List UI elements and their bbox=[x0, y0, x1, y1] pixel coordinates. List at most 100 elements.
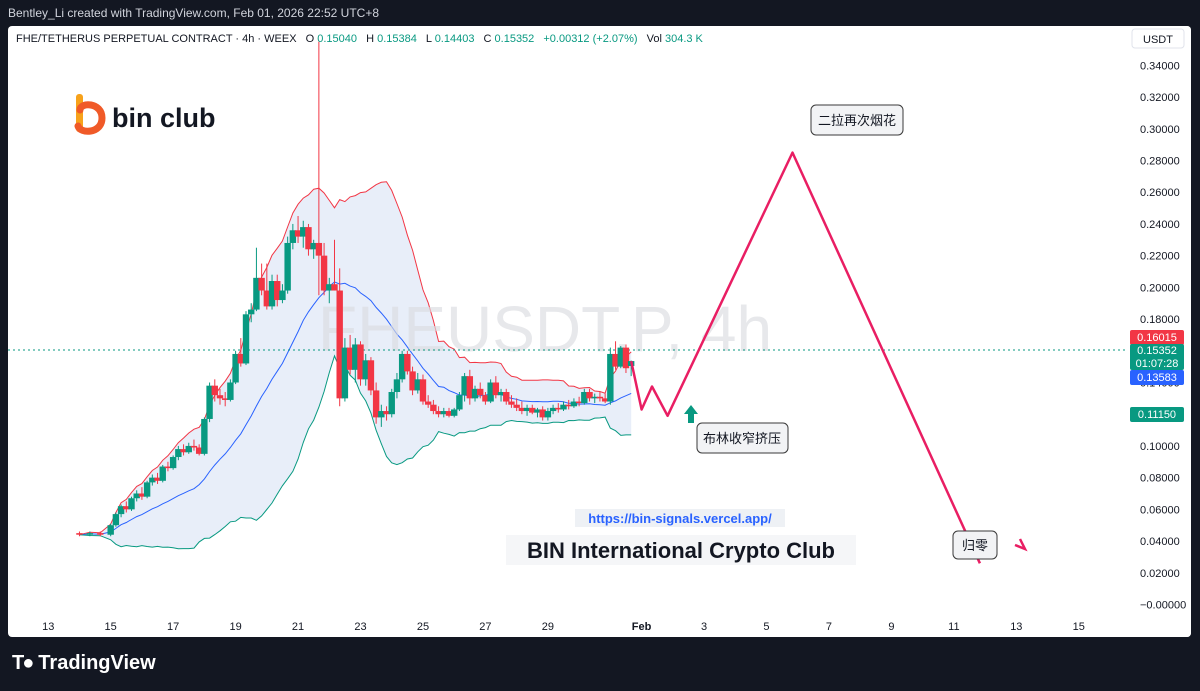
candle bbox=[383, 406, 390, 421]
footer-url[interactable]: https://bin-signals.vercel.app/ bbox=[575, 509, 785, 527]
price-axis[interactable]: 0.34000 0.32000 0.30000 0.28000 0.26000 0.240… bbox=[1140, 60, 1186, 611]
bin-club-logo-icon bbox=[74, 94, 106, 135]
candle-body bbox=[211, 385, 218, 396]
candle bbox=[216, 388, 224, 405]
candle bbox=[440, 407, 447, 418]
candle bbox=[190, 439, 198, 451]
candle bbox=[513, 398, 520, 412]
candle bbox=[565, 399, 572, 410]
badge-upper-band-text: 0.16015 bbox=[1137, 332, 1177, 344]
candle bbox=[242, 311, 250, 366]
y-tick-label: 0.04000 bbox=[1140, 536, 1180, 548]
candle-body bbox=[430, 404, 437, 412]
bin-club-logo: bin club bbox=[74, 94, 216, 135]
candle bbox=[612, 341, 619, 370]
candle bbox=[294, 216, 302, 243]
candle-body bbox=[305, 227, 312, 250]
candle bbox=[388, 388, 395, 418]
candle bbox=[211, 379, 218, 402]
candle bbox=[310, 239, 317, 259]
candle-body bbox=[164, 466, 172, 469]
candle bbox=[164, 461, 172, 472]
candle bbox=[206, 382, 213, 423]
candle-body bbox=[570, 401, 578, 407]
candle-body bbox=[76, 533, 83, 535]
candle-body bbox=[336, 290, 343, 399]
currency-label[interactable]: USDT bbox=[1143, 34, 1173, 46]
symbol-watermark: FHEUSDT.P, 4h bbox=[318, 293, 772, 365]
candle-body bbox=[477, 388, 484, 396]
candle bbox=[471, 385, 479, 402]
candle bbox=[169, 455, 177, 470]
candle-body bbox=[518, 407, 526, 412]
candle-body bbox=[555, 407, 562, 410]
candle-body bbox=[596, 396, 604, 399]
candle-body bbox=[586, 392, 593, 399]
candle-body bbox=[617, 347, 624, 367]
candle-body bbox=[320, 255, 328, 291]
candle-body bbox=[149, 477, 156, 483]
candle bbox=[227, 379, 234, 402]
projection-arrowhead bbox=[1014, 538, 1028, 552]
candle bbox=[133, 490, 140, 502]
candle bbox=[352, 338, 359, 383]
candle bbox=[393, 372, 401, 399]
candle bbox=[268, 274, 276, 310]
candles bbox=[76, 41, 635, 537]
candle bbox=[107, 523, 114, 537]
brand-name: bin club bbox=[112, 103, 216, 133]
candle bbox=[378, 404, 385, 427]
candle bbox=[477, 382, 484, 399]
candle-body bbox=[289, 230, 297, 243]
candle bbox=[404, 350, 411, 375]
candle-body bbox=[529, 407, 536, 413]
candle bbox=[560, 401, 567, 412]
candle-body bbox=[466, 376, 474, 399]
callout-bollinger-squeeze-text: 布林收窄挤压 bbox=[703, 431, 781, 447]
badge-last-price-text: 0.15352 bbox=[1137, 345, 1177, 357]
candle-body bbox=[565, 404, 572, 407]
chart-panel[interactable]: FHEUSDT.P, 4h 二拉再次烟花 布林收窄挤压 归零 bin club bbox=[8, 26, 1191, 637]
x-tick-label: 3 bbox=[701, 621, 707, 633]
y-tick-label: 0.32000 bbox=[1140, 92, 1180, 104]
candle-body bbox=[409, 371, 416, 391]
candle bbox=[346, 334, 354, 375]
legend-high-value: 0.15384 bbox=[377, 33, 417, 45]
candle bbox=[86, 531, 94, 537]
candle-body bbox=[352, 344, 359, 370]
candle bbox=[300, 220, 307, 248]
candle bbox=[175, 445, 182, 461]
candle bbox=[409, 366, 416, 396]
candle bbox=[544, 407, 552, 421]
candle-body bbox=[190, 445, 198, 448]
legend-high-label: H bbox=[366, 33, 374, 45]
candle bbox=[201, 417, 208, 456]
candle-body bbox=[279, 290, 286, 301]
price-chart[interactable]: FHEUSDT.P, 4h 二拉再次烟花 布林收窄挤压 归零 bin club bbox=[8, 26, 1191, 637]
candle bbox=[372, 382, 380, 424]
upper-band-line bbox=[79, 181, 632, 536]
candle-body bbox=[133, 493, 140, 499]
footer-url-text[interactable]: https://bin-signals.vercel.app/ bbox=[588, 511, 772, 526]
candle-body bbox=[513, 404, 520, 408]
x-tick-label: 11 bbox=[948, 621, 959, 633]
candle-body bbox=[300, 227, 307, 237]
candle-body bbox=[97, 533, 104, 535]
candle-body bbox=[143, 482, 151, 497]
y-tick-label: 0.34000 bbox=[1140, 60, 1180, 72]
candle-body bbox=[180, 449, 187, 453]
tradingview-logo: T● TradingView bbox=[12, 652, 156, 675]
x-tick-label: Feb bbox=[632, 621, 652, 633]
currency-button[interactable]: USDT bbox=[1131, 28, 1185, 49]
candle bbox=[534, 407, 541, 418]
candle bbox=[461, 372, 468, 402]
y-tick-label: 0.22000 bbox=[1140, 251, 1180, 263]
tradingview-logo-icon: T● bbox=[12, 652, 34, 674]
candle-body bbox=[242, 314, 250, 364]
legend-close-value: 0.15352 bbox=[495, 33, 535, 45]
candle bbox=[97, 531, 104, 537]
candle-body bbox=[107, 525, 114, 535]
candle bbox=[555, 403, 562, 413]
time-axis[interactable]: 13 15 17 19 21 23 25 27 29 Feb 3 5 7 9 11 13 15 bbox=[42, 621, 1085, 633]
candle-body bbox=[508, 401, 515, 405]
